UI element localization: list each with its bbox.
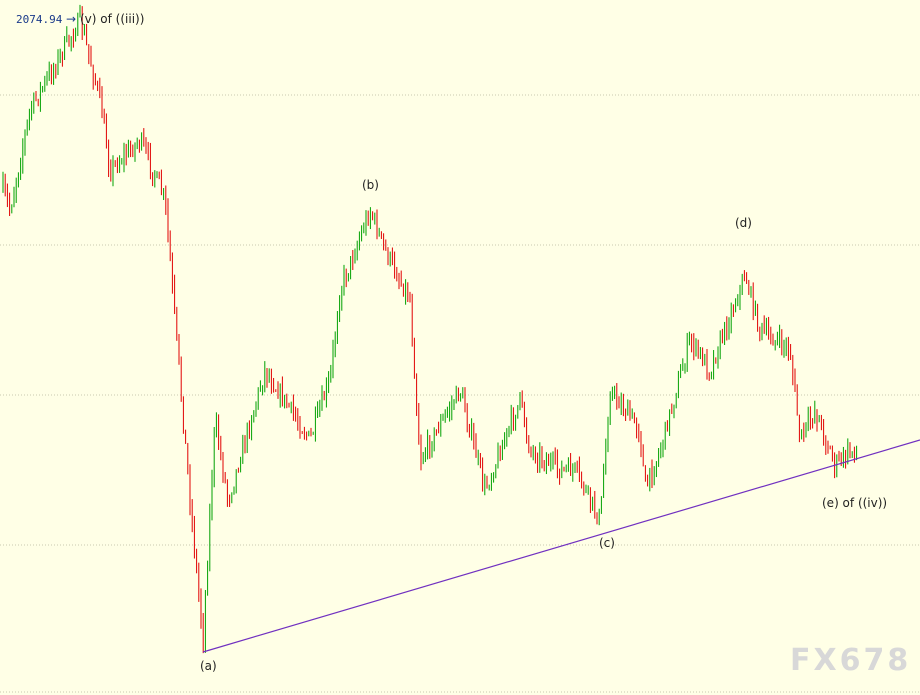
candles — [2, 4, 858, 654]
wave-label: (b) — [362, 178, 379, 192]
watermark: FX678 — [790, 643, 911, 678]
wave-label: (d) — [735, 216, 752, 230]
wave-label: (a) — [200, 659, 217, 673]
wave-label: (c) — [599, 536, 615, 550]
arrow: → — [66, 12, 76, 26]
price-label: 2074.94 — [16, 13, 63, 26]
wave-label: (e) of ((iv)) — [822, 496, 887, 510]
wave-label: (v) of ((iii)) — [80, 12, 144, 26]
trend-line — [202, 439, 920, 653]
